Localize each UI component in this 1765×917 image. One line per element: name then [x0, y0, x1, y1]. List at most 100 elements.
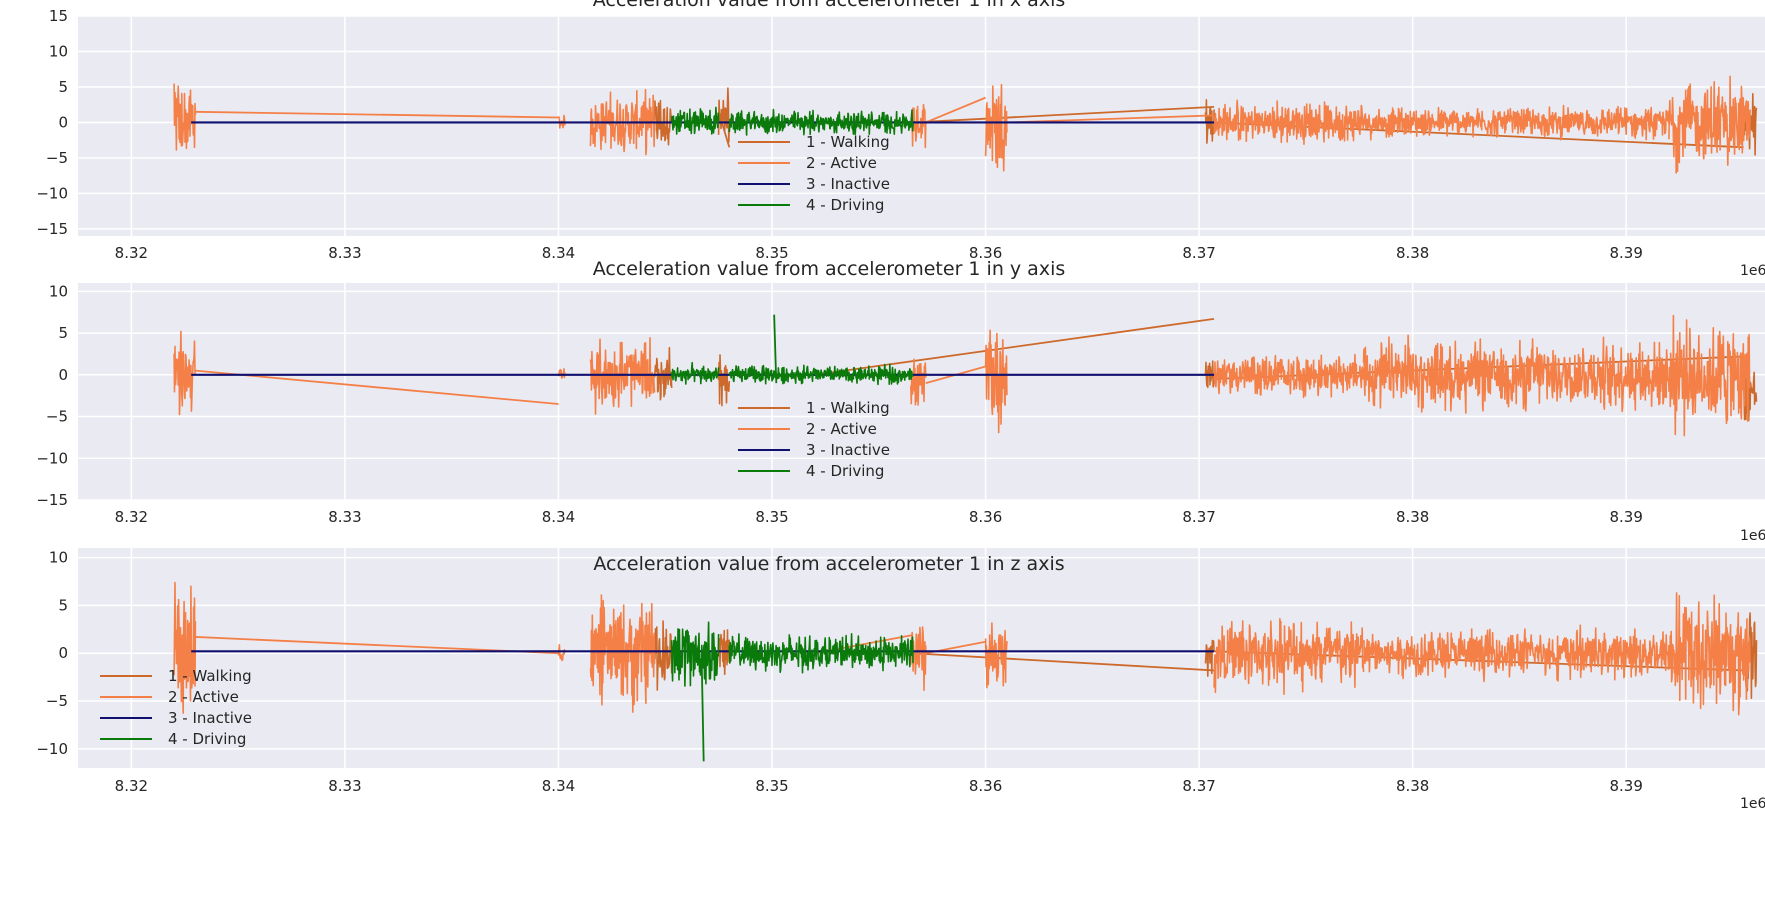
y-tick-label: −5: [46, 692, 68, 710]
series-connector: [925, 96, 986, 124]
legend-label: 3 - Inactive: [806, 175, 890, 193]
legend-label: 1 - Walking: [168, 667, 252, 685]
series-trace: [1204, 639, 1215, 677]
series-2-active: [173, 314, 1751, 437]
x-tick-label: 8.35: [755, 777, 788, 795]
x-offset-label: 1e6: [1740, 796, 1765, 812]
subplot-1: 15 10 5 0 −5 −10 −15 8.32 8.33 8.34 8.35 8.36 8.37 8.…: [36, 0, 1765, 279]
series-trace: [670, 106, 720, 135]
series-layer: [173, 75, 1758, 174]
x-tick-label: 8.39: [1609, 508, 1642, 526]
legend-label: 2 - Active: [806, 420, 877, 438]
series-trace: [1204, 99, 1215, 144]
series-connector: [1006, 114, 1215, 124]
series-connector: [814, 317, 1215, 376]
series-4-driving: [670, 621, 914, 762]
series-trace: [1742, 368, 1758, 422]
y-tick-label: −10: [36, 740, 68, 758]
series-trace: [984, 329, 1008, 434]
legend-label: 1 - Walking: [806, 399, 890, 417]
series-trace: [910, 358, 927, 406]
series-connector: [700, 653, 705, 762]
x-tick-label: 8.36: [969, 777, 1002, 795]
y-tick-label: −15: [36, 220, 68, 238]
series-trace: [1213, 99, 1365, 145]
x-tick-label: 8.37: [1182, 508, 1215, 526]
x-tick-label: 8.38: [1396, 508, 1429, 526]
series-trace: [1668, 314, 1751, 437]
x-offset-label: 1e6: [1740, 528, 1765, 544]
series-2-active: [173, 75, 1751, 174]
y-tick-label: 0: [58, 113, 68, 131]
x-tick-label: 8.39: [1609, 777, 1642, 795]
y-tick-label: 5: [58, 596, 68, 614]
legend-label: 2 - Active: [806, 154, 877, 172]
series-4-driving: [670, 106, 914, 136]
y-tick-label: 5: [58, 324, 68, 342]
x-tick-label: 8.37: [1182, 244, 1215, 262]
series-connector: [912, 105, 1215, 124]
x-tick-label: 8.39: [1609, 244, 1642, 262]
legend: 1 - Walking 2 - Active 3 - Inactive 4 - Dri…: [738, 133, 890, 214]
series-trace: [728, 108, 914, 136]
series-4-driving: [670, 314, 914, 386]
y-tick-label: 0: [58, 644, 68, 662]
series-connector: [195, 369, 559, 405]
legend-label: 3 - Inactive: [168, 709, 252, 727]
x-tick-label: 8.34: [542, 777, 575, 795]
y-tick-label: −5: [46, 408, 68, 426]
legend: 1 - Walking 2 - Active 3 - Inactive 4 - Dri…: [738, 399, 890, 480]
series-trace: [984, 622, 1008, 689]
series-layer: [173, 314, 1758, 437]
x-tick-label: 8.32: [115, 508, 148, 526]
y-tick-label: −10: [36, 184, 68, 202]
series-trace: [173, 83, 197, 151]
y-tick-label: −15: [36, 491, 68, 509]
series-trace: [1362, 624, 1670, 683]
series-trace: [173, 330, 197, 416]
series-trace: [653, 346, 673, 401]
legend-label: 1 - Walking: [806, 133, 890, 151]
series-trace: [910, 103, 927, 149]
series-trace: [589, 88, 656, 156]
series-trace: [1362, 104, 1670, 141]
series-layer: [173, 581, 1758, 762]
series-trace: [1213, 617, 1365, 695]
y-tick-label: −10: [36, 449, 68, 467]
x-tick-label: 8.32: [115, 244, 148, 262]
x-tick-label: 8.35: [755, 244, 788, 262]
series-trace: [654, 620, 673, 691]
y-tick-label: 0: [58, 366, 68, 384]
x-tick-label: 8.35: [755, 508, 788, 526]
y-tick-label: 10: [49, 282, 68, 300]
x-tick-label: 8.32: [115, 777, 148, 795]
series-trace: [1668, 592, 1751, 716]
series-trace: [717, 354, 731, 407]
x-tick-label: 8.34: [542, 508, 575, 526]
y-tick-label: −5: [46, 149, 68, 167]
legend-label: 4 - Driving: [806, 196, 884, 214]
series-trace: [728, 363, 914, 386]
series-trace: [1213, 353, 1365, 399]
subplot-title: Acceleration value from accelerometer 1 …: [593, 0, 1066, 11]
subplot-title: Acceleration value from accelerometer 1 …: [593, 553, 1064, 575]
series-trace: [1668, 75, 1751, 174]
y-tick-label: 5: [58, 78, 68, 96]
series-connector: [912, 652, 1215, 672]
subplot-3: 10 5 0 −5 −10 8.32 8.33 8.34 8.35 8.36 8.37 8.38 8.3…: [36, 548, 1765, 812]
series-trace: [557, 644, 566, 662]
x-tick-label: 8.33: [328, 244, 361, 262]
series-trace: [653, 99, 673, 146]
subplot-2: 10 5 0 −5 −10 −15 8.32 8.33 8.34 8.35 8.36 8.37 8.38…: [36, 258, 1765, 544]
series-trace: [589, 594, 656, 713]
series-trace: [589, 337, 656, 415]
x-tick-label: 8.36: [969, 508, 1002, 526]
series-trace: [557, 368, 566, 379]
series-trace: [670, 621, 720, 687]
series-trace: [670, 361, 720, 385]
x-offset-label: 1e6: [1740, 263, 1765, 279]
x-tick-label: 8.38: [1396, 244, 1429, 262]
series-trace: [717, 87, 731, 143]
legend: 1 - Walking 2 - Active 3 - Inactive 4 - Dri…: [100, 667, 252, 748]
